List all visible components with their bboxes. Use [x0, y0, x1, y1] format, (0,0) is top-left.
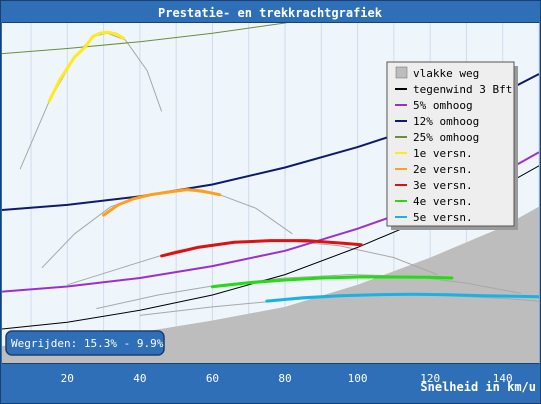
badge-label: Wegrijden: 15.3% - 9.9%	[11, 337, 164, 350]
legend-box	[386, 61, 515, 227]
legend-label: vlakke weg	[413, 67, 479, 80]
legend-label: 5e versn.	[413, 211, 473, 224]
legend-swatch	[395, 66, 408, 79]
chart-title: Prestatie- en trekkrachtgrafiek	[158, 6, 383, 20]
legend-label: 12% omhoog	[413, 115, 479, 128]
legend-entry-2e-versn: 2e versn.	[395, 163, 473, 176]
x-tick-140: 140	[493, 372, 513, 385]
x-tick-20: 20	[61, 372, 74, 385]
legend-label: 25% omhoog	[413, 131, 479, 144]
road-resistance-area	[2, 206, 539, 363]
gear-segments	[47, 30, 539, 303]
legend: vlakke weg tegenwind 3 Bft 5% omhoog 12% om…	[386, 61, 518, 230]
start-gradient-badge: Wegrijden: 15.3% - 9.9%	[5, 330, 165, 356]
legend-entry-1e-versn: 1e versn.	[395, 147, 473, 160]
traction-4e-versn	[96, 274, 521, 310]
x-tick-80: 80	[278, 372, 291, 385]
legend-label: tegenwind 3 Bft	[413, 83, 512, 96]
legend-entry-4e-versn: 4e versn.	[395, 195, 473, 208]
segment-5e-versn	[265, 292, 539, 303]
area-vlakke-weg	[2, 206, 539, 363]
legend-label: 5% omhoog	[413, 99, 473, 112]
legend-entry-3e-versn: 3e versn.	[395, 179, 473, 192]
legend-label: 3e versn.	[413, 179, 473, 192]
x-tick-100: 100	[348, 372, 368, 385]
segment-4e-versn	[210, 275, 454, 289]
x-axis-label: Snelheid in km/u	[420, 380, 536, 394]
legend-label: 1e versn.	[413, 147, 473, 160]
x-tick-120: 120	[420, 372, 440, 385]
legend-entry-tegenwind-3-bft: tegenwind 3 Bft	[395, 83, 512, 96]
legend-entry-5e-versn: 5e versn.	[395, 211, 473, 224]
legend-label: 2e versn.	[413, 163, 473, 176]
curve-25pct-omhoog	[2, 23, 288, 55]
legend-entry-5pct-omhoog: 5% omhoog	[395, 99, 473, 112]
legend-entry-25pct-omhoog: 25% omhoog	[395, 131, 479, 144]
legend-label: 4e versn.	[413, 195, 473, 208]
x-tick-labels: 20 40 60 80 100 120 140	[61, 372, 513, 385]
x-tick-60: 60	[206, 372, 219, 385]
segment-1e-versn	[47, 30, 126, 103]
legend-entry-12pct-omhoog: 12% omhoog	[395, 115, 479, 128]
badge-box	[5, 330, 165, 356]
segment-2e-versn	[102, 188, 222, 217]
x-tick-40: 40	[133, 372, 146, 385]
legend-entry-vlakke-weg: vlakke weg	[395, 66, 479, 80]
segment-3e-versn	[160, 239, 363, 258]
